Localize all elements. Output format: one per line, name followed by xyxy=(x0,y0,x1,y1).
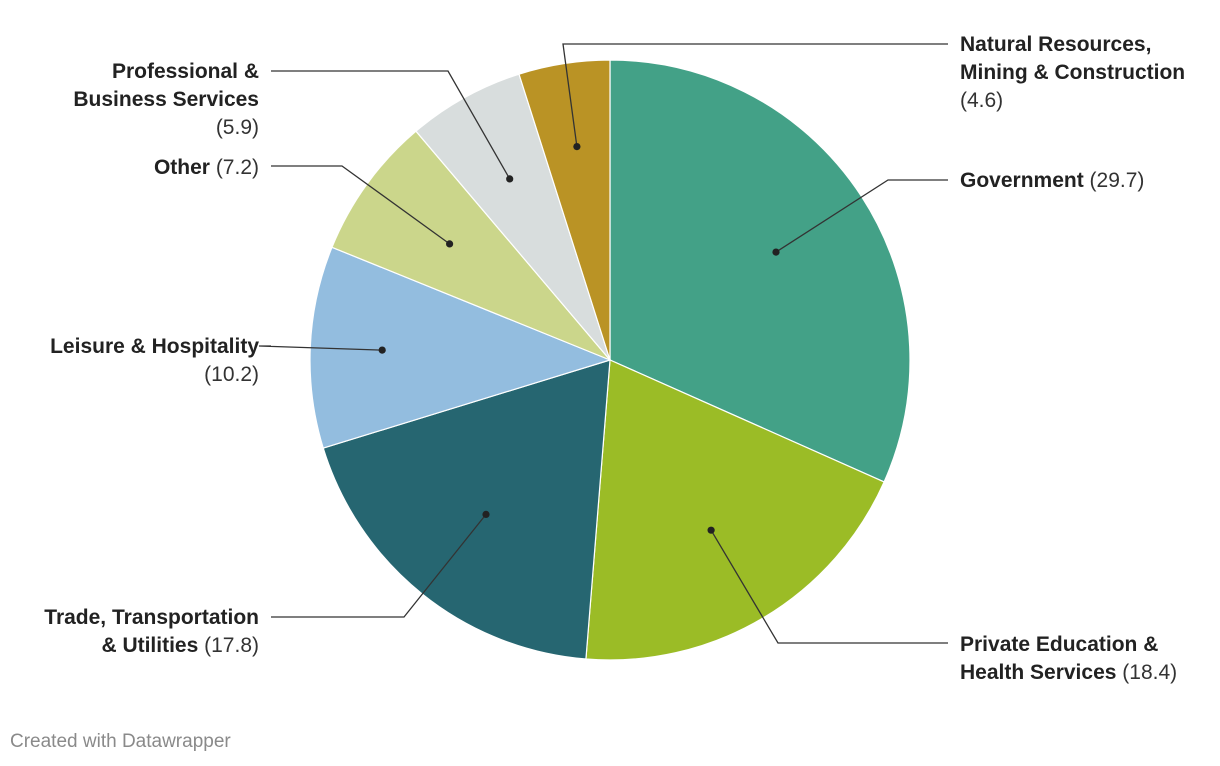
slice-label-name: Private Education & xyxy=(960,633,1158,656)
slice-labels: Government (29.7) Private Education & Heal… xyxy=(44,33,1185,684)
slice-label-name: Leisure & Hospitality xyxy=(50,335,259,358)
slice-label-value: (7.2) xyxy=(210,156,259,179)
leader-line-government xyxy=(775,179,948,253)
slice-label-name: Mining & Construction xyxy=(960,61,1185,84)
slice-label-name: Business Services xyxy=(73,88,259,111)
leader-line-other xyxy=(271,165,450,245)
slice-label-trade-transportation-utilities: Trade, Transportation & Utilities (17.8) xyxy=(44,606,259,657)
slice-label-government: Government (29.7) xyxy=(960,169,1144,192)
pie-slice-leisure-hospitality xyxy=(309,246,612,449)
leader-lines xyxy=(258,43,948,644)
leader-dot-private-education-health-services xyxy=(707,526,715,534)
leader-dot-natural-resources-mining-construction xyxy=(573,143,581,151)
pie-slices xyxy=(309,59,911,661)
slice-label-value: (4.6) xyxy=(960,89,1003,112)
leader-dot-government xyxy=(772,248,780,256)
slice-label-name: & Utilities xyxy=(101,634,198,657)
leader-dot-other xyxy=(446,240,454,248)
slice-label-value: (5.9) xyxy=(216,116,259,139)
slice-label-name: Natural Resources, xyxy=(960,33,1151,56)
leader-line-trade-transportation-utilities xyxy=(271,513,487,618)
slice-label-value: (10.2) xyxy=(204,363,259,386)
slice-label-name: Professional & xyxy=(112,60,259,83)
leader-dot-professional-business-services xyxy=(506,175,514,183)
slice-label-natural-resources-mining-construction: Natural Resources, Mining & Construction (… xyxy=(960,33,1185,112)
slice-label-other: Other (7.2) xyxy=(154,156,259,179)
leader-line-professional-business-services xyxy=(271,70,511,180)
leader-line-natural-resources-mining-construction xyxy=(562,43,948,147)
leader-dot-trade-transportation-utilities xyxy=(482,510,490,518)
slice-label-value: (18.4) xyxy=(1116,661,1177,684)
slice-label-name: Government xyxy=(960,169,1084,192)
slice-label-value: (29.7) xyxy=(1084,169,1145,192)
slice-label-name: Health Services xyxy=(960,661,1116,684)
leader-line-leisure-hospitality xyxy=(258,345,383,351)
pie-slice-natural-resources-mining-construction xyxy=(518,59,611,361)
leader-line-private-education-health-services xyxy=(710,529,948,644)
slice-label-leisure-hospitality: Leisure & Hospitality (10.2) xyxy=(50,335,259,386)
slice-label-name: Other xyxy=(154,156,210,179)
pie-slice-professional-business-services xyxy=(415,73,611,361)
credit-footer: Created with Datawrapper xyxy=(10,731,231,752)
leader-dot-leisure-hospitality xyxy=(378,346,386,354)
slice-label-name: Trade, Transportation xyxy=(44,606,259,629)
slice-label-value: (17.8) xyxy=(198,634,259,657)
slice-label-private-education-health-services: Private Education & Health Services (18.4… xyxy=(960,633,1177,684)
slice-label-professional-business-services: Professional & Business Services (5.9) xyxy=(73,60,259,139)
